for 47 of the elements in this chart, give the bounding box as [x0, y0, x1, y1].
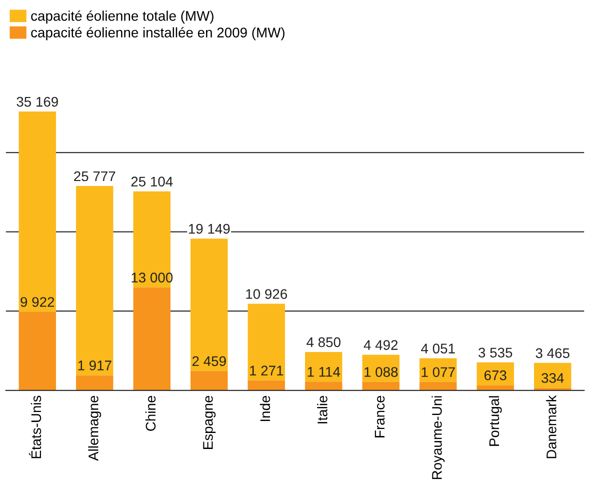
x-tick-label: Inde	[260, 396, 270, 422]
x-tick-label: Allemagne	[88, 396, 102, 461]
bar	[18, 112, 56, 312]
total-label: 3 465	[536, 348, 570, 358]
data-label: 334	[542, 373, 564, 383]
bar	[133, 191, 170, 288]
bar	[190, 238, 228, 371]
data-label: 1 077	[422, 367, 455, 378]
x-tick-label: Danemark	[546, 395, 556, 458]
x-tick-label: Portugal	[488, 396, 502, 446]
data-label: 673	[484, 370, 506, 380]
bar	[420, 358, 457, 382]
legend-label: capacité éolienne installée en 2009 (MW)	[31, 27, 284, 40]
bar	[248, 380, 285, 390]
bar	[18, 312, 56, 390]
x-tick-label: Espagne	[203, 396, 216, 449]
x-tick-label: Royaume-Uni	[432, 396, 445, 480]
total-label: 25 104	[131, 176, 173, 187]
data-label: 1 917	[78, 360, 112, 370]
data-label: 9 922	[20, 297, 54, 307]
x-tick-label: États-Unis	[28, 396, 42, 458]
total-label: 10 926	[246, 289, 288, 299]
bar	[476, 362, 514, 386]
data-label: 1 271	[250, 366, 284, 376]
data-label: 2 459	[192, 356, 226, 366]
bar	[133, 287, 170, 390]
bar	[305, 382, 342, 390]
bar	[190, 370, 228, 390]
data-label: 1 114	[308, 367, 340, 377]
total-label: 25 777	[74, 171, 116, 182]
total-label: 3 535	[478, 348, 512, 358]
total-label: 4 051	[421, 344, 455, 354]
total-label: 35 169	[16, 96, 58, 107]
bar	[248, 304, 285, 380]
total-label: 19 149	[188, 224, 230, 234]
data-label: 1 088	[364, 367, 398, 377]
x-tick-label: Italie	[317, 396, 328, 424]
bar	[476, 385, 514, 390]
bar	[362, 382, 400, 390]
bar	[420, 382, 457, 390]
bar	[76, 186, 114, 376]
total-label: 4 492	[364, 340, 398, 350]
total-label: 4 850	[306, 337, 340, 348]
x-tick-label: Chine	[145, 396, 156, 431]
x-tick-label: France	[374, 396, 385, 438]
legend-label: capacité éolienne totale (MW)	[31, 10, 214, 24]
bar	[76, 375, 114, 390]
